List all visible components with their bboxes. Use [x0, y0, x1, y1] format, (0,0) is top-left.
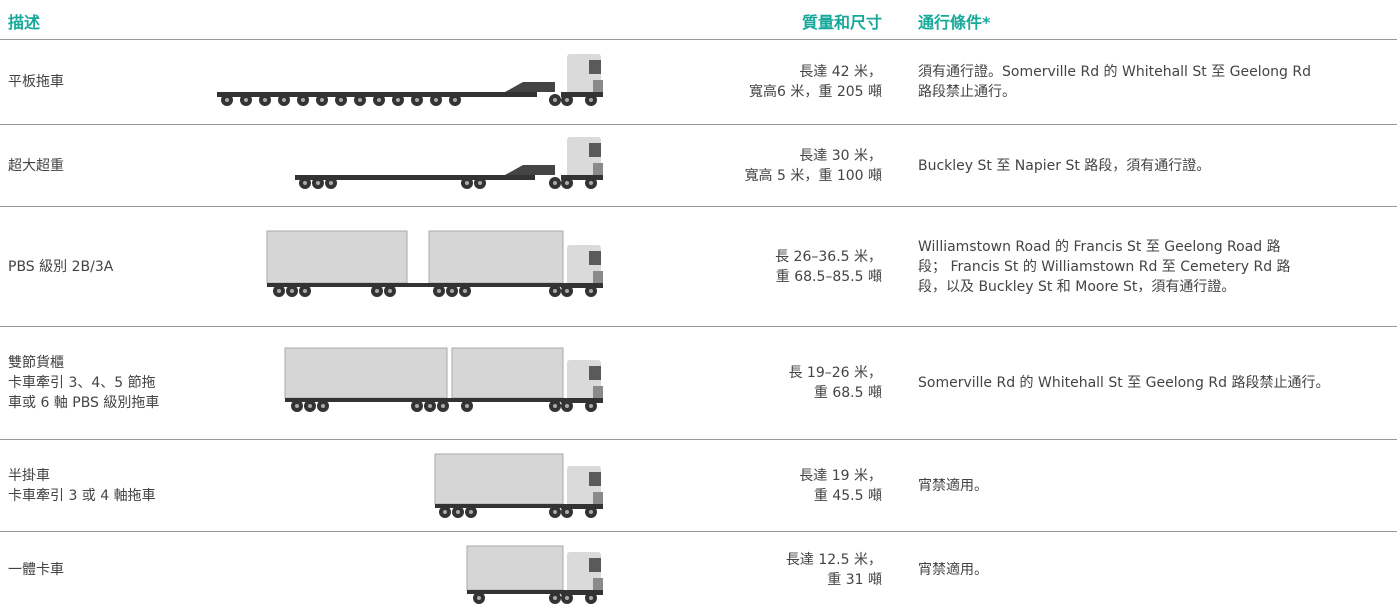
description-cell: PBS 級別 2B/3A — [8, 257, 113, 277]
text-line: 宵禁適用。 — [918, 561, 988, 578]
conditions-cell: 宵禁適用。 — [918, 560, 988, 580]
table-row: 超大超重 長達 30 米， 寬高 5 米，重 100 噸 Buckley St 至 N… — [0, 125, 1397, 207]
text-line: 宵禁適用。 — [918, 477, 988, 494]
text-line: PBS 級別 2B/3A — [8, 258, 114, 275]
text-line: 卡車牽引 3、4、5 節拖 — [8, 375, 156, 391]
text-line: 車或 6 軸 PBS 級別拖車 — [8, 395, 160, 411]
description-cell: 一體卡車 — [8, 560, 64, 580]
truck-image — [434, 453, 603, 518]
dimensions-cell: 長達 30 米， 寬高 5 米，重 100 噸 — [745, 146, 882, 186]
text-line: 一體卡車 — [8, 561, 64, 578]
text-line: 平板拖車 — [8, 74, 64, 90]
header-cell: 描述 — [8, 13, 41, 32]
text-line: 重 68.5 噸 — [813, 385, 882, 401]
text-line: 長達 42 米， — [799, 64, 882, 80]
text-line: Somerville Rd 的 Whitehall St 至 Geelong R… — [918, 375, 1330, 391]
dimensions-cell: 長達 19 米， 重 45.5 噸 — [799, 466, 882, 506]
text-line: 半掛車 — [8, 467, 50, 484]
text-line: 重 45.5 噸 — [813, 487, 882, 504]
conditions-cell: Williamstown Road 的 Francis St 至 Geelong… — [918, 237, 1291, 297]
description-cell: 半掛車卡車牽引 3 或 4 軸拖車 — [8, 466, 156, 506]
text-line: Buckley St 至 Napier St 路段，須有通行證。 — [918, 157, 1211, 174]
description-cell: 平板拖車 — [8, 72, 64, 92]
truck-image — [466, 545, 603, 604]
text-line: 寬高 5 米，重 100 噸 — [744, 167, 882, 184]
header-row: 描述 質量和尺寸 通行條件* — [0, 0, 1397, 40]
text-line: 長達 12.5 米， — [785, 551, 882, 568]
table-row: 雙節貨櫃卡車牽引 3、4、5 節拖 車或 6 軸 PBS 級別拖車 長 19–26 … — [0, 327, 1397, 440]
text-line: 超大超重 — [8, 157, 64, 174]
table-row: 平板拖車 長達 42 米， 寬高6 米，重 205 噸 須有通行證。Somervill… — [0, 40, 1397, 125]
text-line: 長 26–36.5 米， — [775, 248, 882, 265]
dimensions-cell: 長達 42 米， 寬高6 米，重 205 噸 — [749, 62, 882, 102]
table-row: PBS 級別 2B/3A 長 26–36.5 米， 重 68.5–85.5 噸 Wil… — [0, 207, 1397, 327]
description-cell: 超大超重 — [8, 156, 64, 176]
header-cell: 通行條件* — [918, 13, 991, 32]
table-row: 一體卡車 長達 12.5 米， 重 31 噸 宵禁適用。 — [0, 532, 1397, 607]
table-row: 半掛車卡車牽引 3 或 4 軸拖車 長達 19 米， 重 45.5 噸 宵禁適用。 — [0, 440, 1397, 532]
text-line: Williamstown Road 的 Francis St 至 Geelong… — [918, 238, 1281, 255]
text-line: 長達 19 米， — [799, 467, 882, 484]
header-cell: 質量和尺寸 — [801, 13, 882, 32]
text-line: 重 31 噸 — [827, 571, 882, 588]
text-line: 卡車牽引 3 或 4 軸拖車 — [8, 487, 156, 504]
dimensions-cell: 長 26–36.5 米， 重 68.5–85.5 噸 — [775, 247, 882, 287]
text-line: 段； Francis St 的 Williamstown Rd 至 Cemete… — [918, 258, 1291, 275]
conditions-cell: Somerville Rd 的 Whitehall St 至 Geelong R… — [918, 373, 1329, 393]
text-line: 路段禁止通行。 — [918, 84, 1016, 100]
text-line: 雙節貨櫃 — [8, 355, 64, 371]
conditions-cell: Buckley St 至 Napier St 路段，須有通行證。 — [918, 156, 1210, 176]
text-line: 須有通行證。Somerville Rd 的 Whitehall St 至 Gee… — [918, 64, 1312, 80]
text-line: 重 68.5–85.5 噸 — [775, 268, 882, 285]
truck-image — [284, 347, 603, 412]
text-line: 長 19–26 米， — [788, 365, 882, 381]
conditions-cell: 須有通行證。Somerville Rd 的 Whitehall St 至 Gee… — [918, 62, 1311, 102]
description-cell: 雙節貨櫃卡車牽引 3、4、5 節拖 車或 6 軸 PBS 級別拖車 — [8, 353, 159, 413]
truck-image — [217, 54, 603, 106]
dimensions-cell: 長達 12.5 米， 重 31 噸 — [786, 550, 882, 590]
truck-image — [295, 137, 603, 189]
truck-image — [266, 230, 603, 297]
dimensions-cell: 長 19–26 米， 重 68.5 噸 — [788, 363, 882, 403]
text-line: 長達 30 米， — [799, 147, 882, 164]
text-line: 段，以及 Buckley St 和 Moore St，須有通行證。 — [918, 278, 1236, 295]
conditions-cell: 宵禁適用。 — [918, 476, 988, 496]
text-line: 寬高6 米，重 205 噸 — [749, 84, 882, 100]
